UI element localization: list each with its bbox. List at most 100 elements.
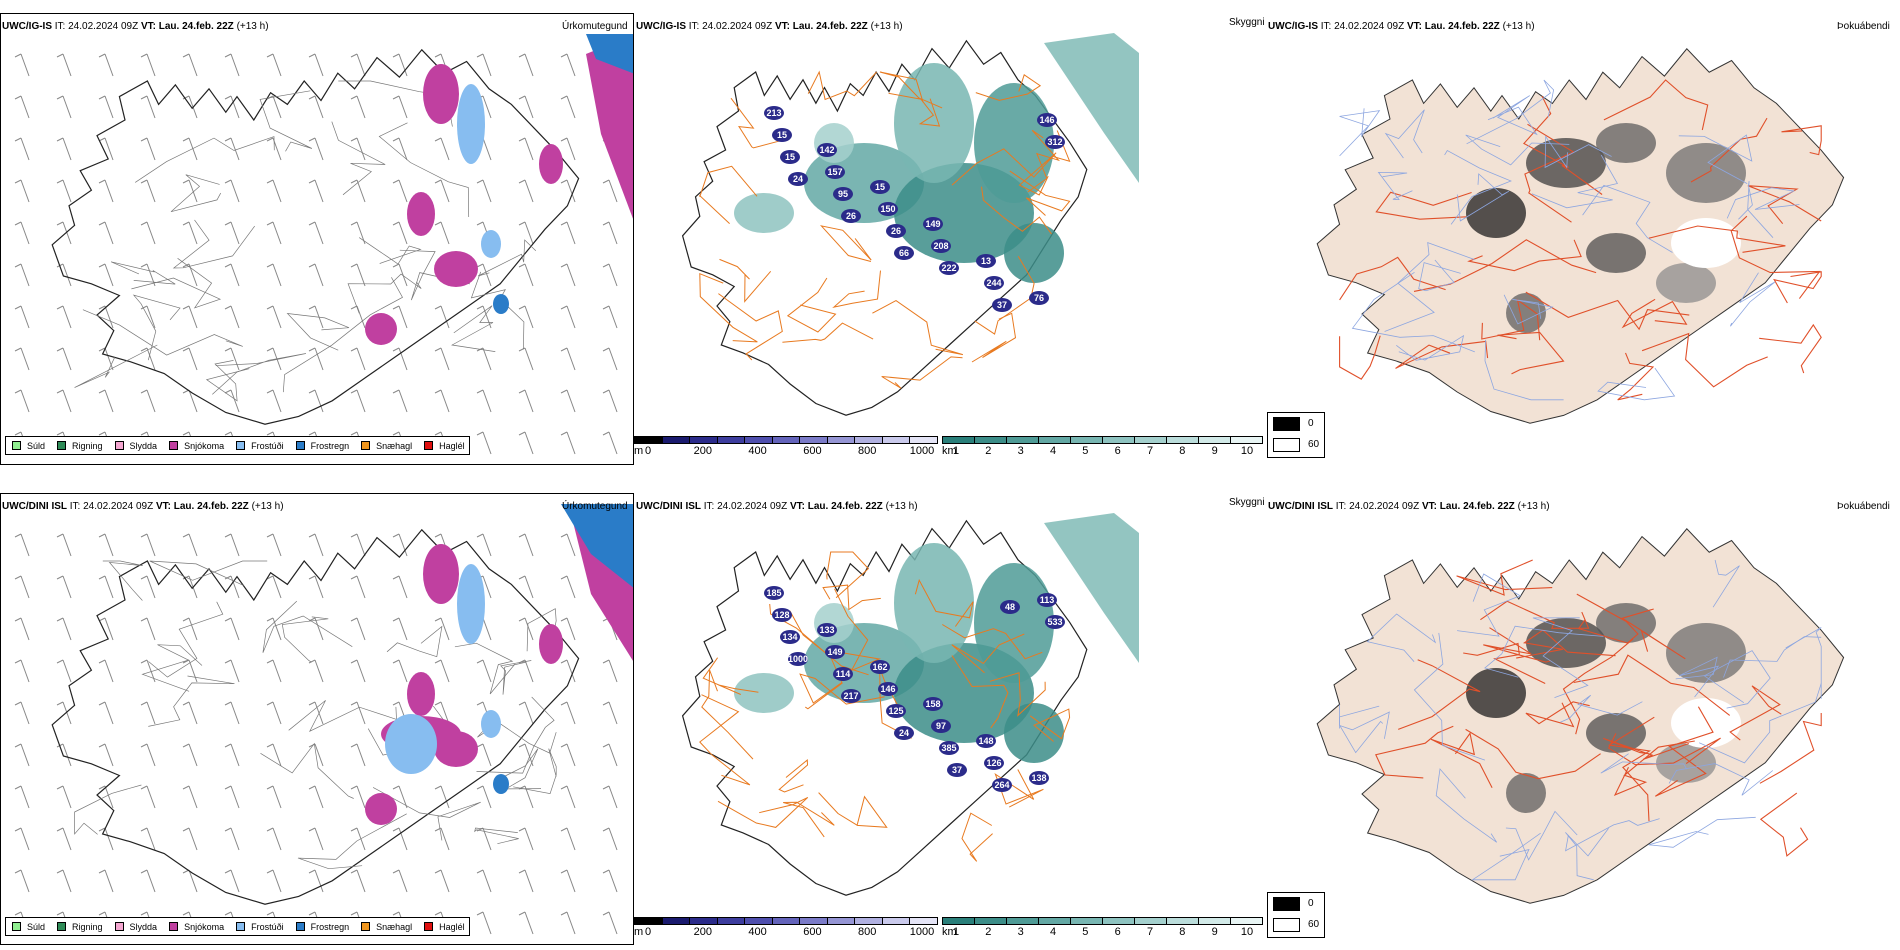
wind-barb <box>518 575 534 599</box>
ceiling-label: 385 <box>941 743 956 753</box>
ceiling-marker <box>780 150 800 164</box>
wind-barb <box>392 221 408 245</box>
road-line <box>1617 352 1655 401</box>
wind-barb <box>476 533 492 557</box>
visibility-title-bottom: Skyggni <box>1229 497 1265 508</box>
road-line <box>918 97 943 127</box>
road-line <box>1463 642 1546 684</box>
wind-barb <box>308 575 324 599</box>
wind-barb <box>434 305 450 329</box>
wind-barb <box>140 221 156 245</box>
wind-barb <box>224 263 240 287</box>
ceiling-label: 97 <box>936 721 946 731</box>
ceiling-marker <box>931 719 951 733</box>
ceiling-label: 26 <box>891 226 901 236</box>
colorbar-tick: 3 <box>1017 445 1024 457</box>
colorbar-swatch <box>662 437 691 443</box>
road-line <box>914 578 974 627</box>
wind-barb <box>266 827 282 851</box>
wind-barb <box>14 617 30 641</box>
colorbar-swatch <box>827 437 856 443</box>
wind-barb <box>56 869 72 893</box>
road-line <box>1487 95 1538 136</box>
colorbar-swatch <box>910 437 938 443</box>
colorbar-swatch <box>1199 437 1231 443</box>
precip-area <box>423 64 459 124</box>
legend-label: Rigning <box>72 921 103 932</box>
wind-barb <box>140 305 156 329</box>
wind-barb <box>224 785 240 809</box>
road-line <box>1481 298 1541 341</box>
wind-barb <box>308 827 324 851</box>
colorbar-swatch <box>1039 437 1071 443</box>
ceiling-label: 95 <box>838 189 848 199</box>
road-line <box>359 237 422 265</box>
wind-barb <box>98 659 114 683</box>
wind-barb <box>140 827 156 851</box>
legend-item: Súld <box>12 922 45 932</box>
legend-swatch <box>12 922 21 931</box>
precip-map-bottom <box>14 504 633 935</box>
wind-barb <box>14 221 30 245</box>
colorbar-swatch <box>1007 437 1039 443</box>
wind-barb <box>98 137 114 161</box>
road-line <box>260 742 354 799</box>
wind-barb <box>392 53 408 77</box>
wind-barb <box>308 659 324 683</box>
road-line <box>500 660 532 695</box>
legend-item: Rigning <box>57 441 103 451</box>
road-line <box>942 624 1043 660</box>
wind-barb <box>98 95 114 119</box>
road-line <box>951 655 1009 729</box>
colorbar-tick: 1000 <box>909 445 935 457</box>
wind-barb <box>602 389 618 413</box>
road-line <box>1641 332 1768 388</box>
road-line <box>474 827 519 845</box>
colorbar-tick: 1000 <box>909 926 935 938</box>
precip-map-top <box>14 34 633 455</box>
road-line <box>989 672 1046 717</box>
ceiling-marker <box>931 239 951 253</box>
wind-barb <box>602 743 618 767</box>
road-line <box>951 633 1025 674</box>
wind-barb <box>140 785 156 809</box>
colorbar-swatch <box>882 918 911 924</box>
wind-barb <box>98 305 114 329</box>
wind-barb <box>350 179 366 203</box>
colorbar-tick: 10 <box>1240 926 1254 938</box>
road-line <box>477 718 557 754</box>
road-line <box>1497 331 1565 375</box>
road-line <box>1759 323 1822 374</box>
colorbar-tick: 800 <box>858 926 877 938</box>
visibility-title-top: Skyggni <box>1229 17 1265 28</box>
precip-area <box>586 34 633 219</box>
road-line <box>1029 708 1071 742</box>
ceiling-label: 24 <box>793 174 803 184</box>
precip-area <box>493 774 509 794</box>
legend-item: Snæhagl <box>361 922 412 932</box>
wind-barb <box>182 389 198 413</box>
legend-item: Snjókoma <box>169 922 224 932</box>
colorbar-swatch <box>1135 918 1167 924</box>
wind-barb <box>14 785 30 809</box>
road-line <box>1456 559 1553 596</box>
wind-barb <box>56 389 72 413</box>
fog-area <box>1586 713 1646 753</box>
ceiling-marker <box>878 202 898 216</box>
road-line <box>386 625 443 658</box>
wind-barb <box>98 347 114 371</box>
wind-barb <box>602 911 618 935</box>
road-line <box>782 322 874 343</box>
road-line <box>1699 683 1822 764</box>
wind-barb <box>392 827 408 851</box>
fog-legend-swatch <box>1273 437 1300 452</box>
road-line <box>1413 632 1486 761</box>
wind-barb <box>98 617 114 641</box>
legend-item: Frostregn <box>295 922 349 932</box>
fog-map-bottom <box>1316 528 1845 904</box>
legend-swatch <box>361 922 371 931</box>
road-line <box>1418 259 1461 292</box>
legend-swatch <box>361 441 371 450</box>
ceiling-label: 76 <box>1034 293 1044 303</box>
road-line <box>1466 79 1555 145</box>
